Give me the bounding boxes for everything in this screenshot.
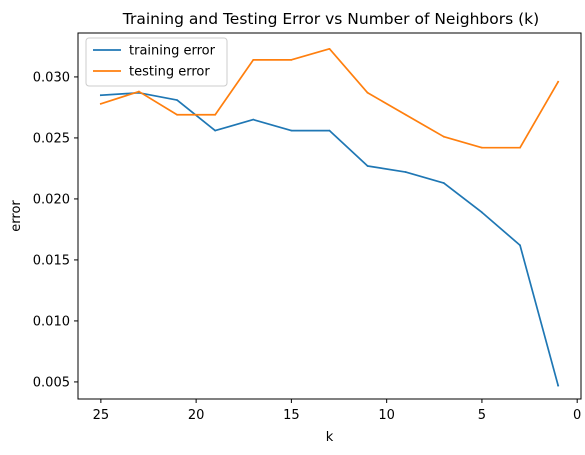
chart-title: Training and Testing Error vs Number of … [122, 10, 539, 28]
y-tick-label: 0.025 [33, 131, 70, 146]
data-point [290, 58, 293, 61]
data-point [481, 146, 483, 149]
data-point [557, 80, 560, 83]
data-point [519, 244, 521, 247]
data-point [557, 384, 560, 387]
data-point [328, 129, 331, 132]
x-tick-label: 0 [573, 408, 581, 423]
x-tick-label: 20 [188, 408, 205, 423]
data-point [176, 99, 178, 101]
data-point [138, 90, 140, 93]
data-point [252, 118, 255, 121]
data-point [366, 165, 369, 167]
legend-items: training error testing error [93, 44, 216, 80]
y-tick-label: 0.020 [33, 192, 70, 207]
y-axis-label: error [9, 200, 24, 232]
x-tick-label: 25 [93, 408, 110, 423]
data-point [442, 135, 445, 138]
data-point [519, 146, 521, 149]
data-point [290, 129, 293, 132]
data-point [328, 47, 331, 50]
data-point [214, 113, 217, 116]
y-axis-ticks: 0.005 0.010 0.015 0.020 0.025 0.030 [33, 70, 78, 390]
plot-frame [77, 32, 582, 400]
data-point [252, 58, 255, 61]
data-point [366, 91, 369, 94]
data-point [404, 113, 407, 116]
data-point [214, 129, 217, 132]
y-tick-label: 0.030 [33, 70, 70, 85]
data-point [176, 113, 178, 116]
x-axis-ticks: 25 20 15 10 5 0 [93, 399, 581, 423]
data-point [442, 182, 445, 184]
x-tick-label: 5 [478, 408, 486, 423]
data-point [481, 211, 483, 214]
y-tick-label: 0.010 [33, 314, 70, 329]
data-point [99, 102, 102, 105]
legend-label: training error [129, 44, 216, 59]
x-axis-label: k [326, 430, 334, 445]
y-tick-label: 0.015 [33, 253, 70, 268]
data-point [404, 171, 407, 173]
legend-box [85, 37, 228, 87]
legend: training error testing error [85, 37, 228, 87]
plot-area: 25 20 15 10 5 0 0.005 0.010 0.015 0.020 0.025 0.03… [33, 32, 582, 423]
x-tick-label: 15 [283, 408, 300, 423]
x-tick-label: 10 [378, 408, 395, 423]
y-tick-label: 0.005 [33, 375, 70, 390]
data-point [99, 94, 102, 97]
series-layer [99, 47, 560, 387]
legend-label: testing error [129, 65, 210, 80]
